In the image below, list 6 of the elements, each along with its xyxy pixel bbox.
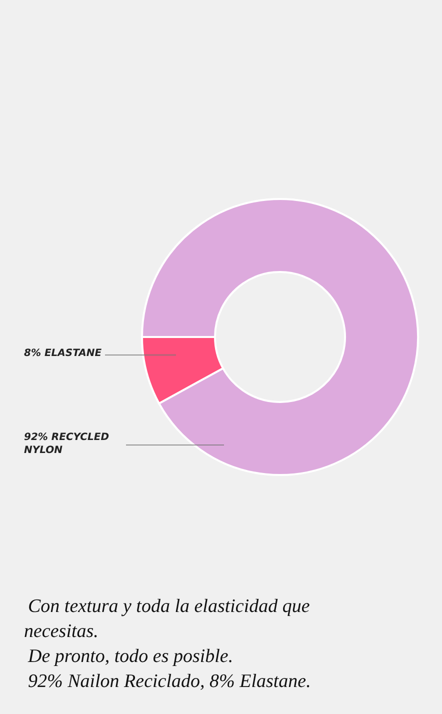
text: Con textura y toda la elasticidad que necesitas. (24, 596, 310, 642)
slice-label: 8% ELASTANE (24, 348, 102, 359)
text: 92% Nailon Reciclado, 8% Elastane. (28, 671, 311, 692)
text: De pronto, todo es posible. (27, 646, 234, 667)
donut-slice (141, 198, 419, 476)
slice-label: 92% RECYCLED NYLON (24, 432, 110, 456)
